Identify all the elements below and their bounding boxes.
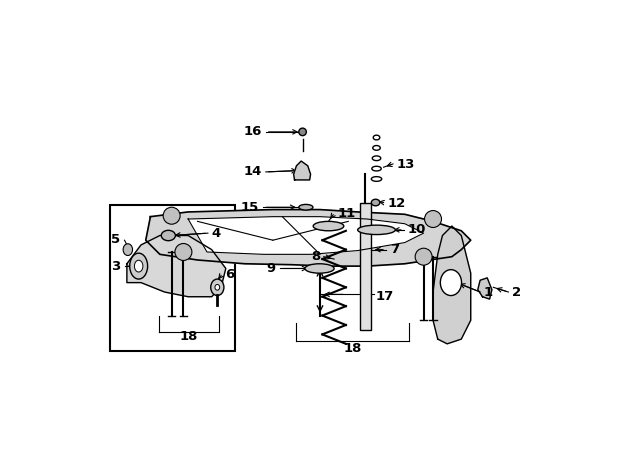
Ellipse shape xyxy=(215,284,220,290)
Text: 5: 5 xyxy=(111,233,120,246)
Ellipse shape xyxy=(371,199,380,206)
Text: 13: 13 xyxy=(397,158,415,171)
Bar xyxy=(360,203,371,330)
Ellipse shape xyxy=(161,230,175,241)
Text: 14: 14 xyxy=(243,165,262,179)
Circle shape xyxy=(175,244,192,260)
Text: 16: 16 xyxy=(243,125,262,138)
Ellipse shape xyxy=(440,269,461,296)
Ellipse shape xyxy=(123,244,132,255)
Text: 7: 7 xyxy=(390,243,399,256)
Text: 18: 18 xyxy=(180,330,198,343)
Circle shape xyxy=(163,207,180,224)
Ellipse shape xyxy=(130,253,148,279)
Text: 9: 9 xyxy=(267,262,276,275)
Polygon shape xyxy=(146,210,471,266)
Text: 4: 4 xyxy=(212,227,221,240)
Polygon shape xyxy=(433,226,471,344)
Polygon shape xyxy=(127,236,226,297)
Circle shape xyxy=(424,211,442,227)
Text: 2: 2 xyxy=(512,286,522,300)
Text: 17: 17 xyxy=(376,290,394,303)
Text: 12: 12 xyxy=(387,197,406,210)
Ellipse shape xyxy=(358,225,396,235)
Text: 10: 10 xyxy=(408,223,426,236)
Ellipse shape xyxy=(299,128,307,136)
Polygon shape xyxy=(188,217,424,254)
Bar xyxy=(111,205,236,351)
Text: 8: 8 xyxy=(311,250,320,263)
Text: 1: 1 xyxy=(484,286,493,300)
Text: 18: 18 xyxy=(344,342,362,355)
Text: 3: 3 xyxy=(111,260,120,273)
Ellipse shape xyxy=(134,260,143,272)
Text: 6: 6 xyxy=(225,268,234,281)
Polygon shape xyxy=(478,278,492,299)
Ellipse shape xyxy=(211,279,224,296)
Text: 11: 11 xyxy=(338,207,356,220)
Ellipse shape xyxy=(313,221,344,231)
Polygon shape xyxy=(294,161,310,180)
Ellipse shape xyxy=(299,204,313,210)
Text: 15: 15 xyxy=(241,201,259,214)
Circle shape xyxy=(415,248,432,265)
Ellipse shape xyxy=(305,264,334,273)
